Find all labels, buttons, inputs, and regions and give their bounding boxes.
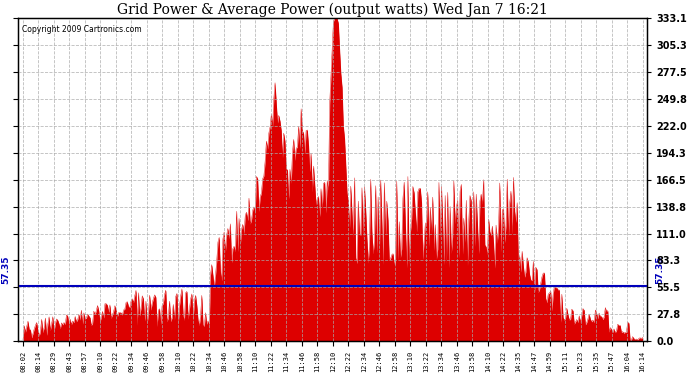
Text: 57.35: 57.35: [655, 255, 664, 284]
Title: Grid Power & Average Power (output watts) Wed Jan 7 16:21: Grid Power & Average Power (output watts…: [117, 3, 549, 17]
Text: Copyright 2009 Cartronics.com: Copyright 2009 Cartronics.com: [21, 25, 141, 34]
Text: 57.35: 57.35: [1, 255, 10, 284]
